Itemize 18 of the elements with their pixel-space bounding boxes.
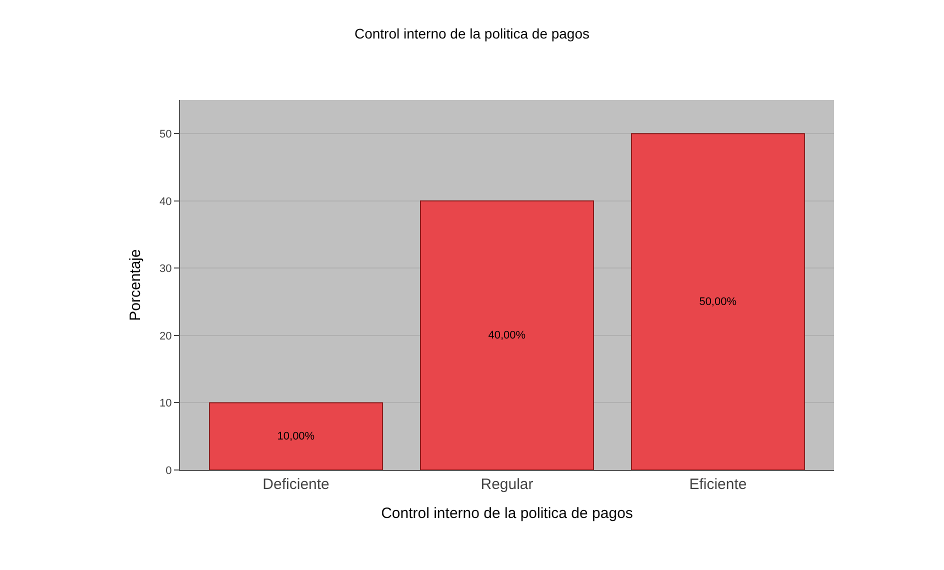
y-axis-title: Porcentaje	[126, 249, 144, 321]
x-tick-label: Eficiente	[689, 476, 747, 493]
bar	[209, 402, 384, 470]
y-tick-label: 20	[160, 330, 172, 342]
y-tick-label: 0	[166, 464, 172, 477]
bar	[420, 200, 594, 470]
x-tick-label: Deficiente	[262, 476, 330, 493]
y-tick-label: 40	[160, 196, 172, 208]
y-tick-label: 30	[160, 263, 172, 276]
y-tick-label: 10	[160, 398, 172, 410]
data-label: 40,00%	[488, 329, 526, 342]
bar	[630, 133, 805, 470]
data-label: 50,00%	[699, 296, 737, 308]
x-tick-label: Regular	[480, 476, 534, 493]
data-label: 10,00%	[277, 430, 315, 442]
chart-title: Control interno de la politica de pagos	[354, 25, 590, 42]
x-axis-title: Control interno de la politica de pagos	[381, 505, 633, 522]
y-tick-label: 50	[160, 128, 172, 140]
